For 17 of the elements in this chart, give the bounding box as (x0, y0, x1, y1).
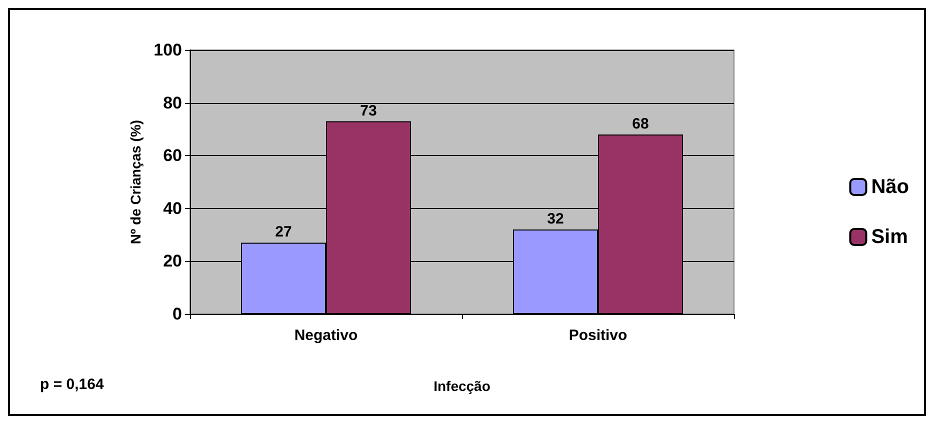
y-axis-title: Nº de Crianças (%) (128, 120, 144, 244)
x-axis-title: Infecção (434, 378, 490, 394)
text: p = 0,164 (40, 376, 104, 393)
x-tick-label: Positivo (568, 327, 628, 344)
y-tick-label: 20 (163, 252, 182, 271)
legend-label: Não (871, 176, 910, 198)
data-label: 32 (547, 210, 564, 228)
data-label: 27 (275, 224, 292, 241)
y-tick-label: 100 (154, 40, 182, 60)
data-label: 68 (632, 115, 649, 132)
y-tick-label: 40 (163, 198, 182, 218)
data-label: 73 (360, 102, 377, 120)
legend-label: Sim (871, 226, 908, 248)
y-tick-label: 80 (163, 93, 182, 112)
x-tick-label: Negativo (294, 327, 358, 344)
y-tick-label: 60 (163, 146, 182, 166)
y-tick-label: 0 (172, 304, 182, 324)
